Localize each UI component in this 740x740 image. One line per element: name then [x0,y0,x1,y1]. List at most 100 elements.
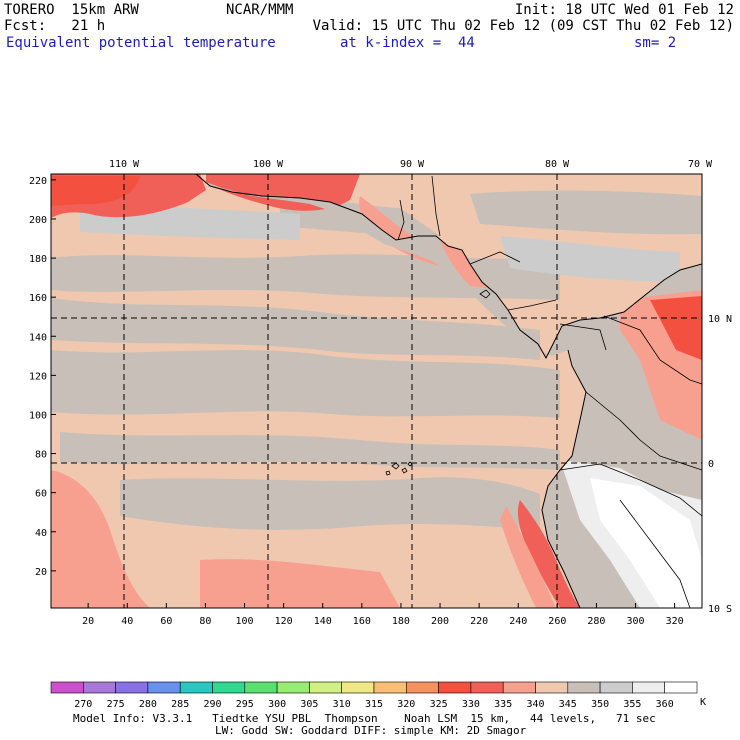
forecast-hour: Fcst: 21 h [4,18,106,34]
lon-label: 80 W [545,159,570,170]
colorbar-label: 355 [623,699,641,710]
colorbar-swatch [438,681,472,694]
model-info-line-2: LW: Godd SW: Goddard DIFF: simple KM: 2D… [215,724,527,737]
colorbar-label: 305 [300,699,318,710]
map-frame [50,173,703,609]
x-tick-label: 60 [160,616,172,627]
smoothing-label: sm= 2 [634,35,677,51]
theta-e-band-4 [60,432,560,470]
colorbar-label: 280 [139,699,157,710]
right-lat-labels: 10 N 0 10 S [708,314,732,615]
left-grid-ticks: 20 40 60 80 100 120 140 160 180 200 220 [29,176,56,578]
country-borders [397,175,702,608]
colorbar-swatch [50,681,84,694]
y-tick-label: 200 [29,215,47,226]
colorbar-label: 335 [494,699,512,710]
lon-label: 100 W [253,159,284,170]
colorbar-swatch [470,681,504,694]
y-tick-label: 100 [29,410,47,421]
colorbar: 270 275 280 285 290 295 300 305 310 315 320 325 330 3… [50,681,698,710]
theta-e-band-3 [51,350,560,418]
colorbar-label: 290 [203,699,221,710]
lake-nicaragua [479,289,491,299]
valid-time: Valid: 15 UTC Thu 02 Feb 12 (09 CST Thu … [312,18,734,34]
x-tick-label: 280 [587,616,605,627]
x-tick-label: 120 [275,616,293,627]
theta-e-band-1 [51,254,560,300]
x-tick-label: 220 [470,616,488,627]
field-name: Equivalent potential temperature [6,35,276,51]
x-tick-label: 300 [627,616,645,627]
colorbar-label: 270 [74,699,92,710]
colorbar-label: 285 [171,699,189,710]
colorbar-unit: K [700,697,706,708]
colorbar-swatch [179,681,213,694]
x-tick-label: 320 [666,616,684,627]
lon-label: 90 W [400,159,425,170]
y-tick-label: 160 [29,293,47,304]
y-tick-label: 120 [29,371,47,382]
colorbar-swatch [567,681,601,694]
colorbar-label: 360 [656,699,674,710]
lon-label: 110 W [109,159,140,170]
x-tick-label: 160 [353,616,371,627]
colorbar-label: 350 [591,699,609,710]
model-title: TORERO 15km ARW [4,2,139,18]
theta-e-hot-nw [51,176,140,206]
colorbar-swatch [632,681,666,694]
x-tick-label: 20 [82,616,94,627]
colorbar-label: 320 [397,699,415,710]
colorbar-swatch [244,681,278,694]
y-tick-label: 220 [29,176,47,187]
colorbar-swatch [212,681,246,694]
lat-label: 0 [708,459,714,470]
colorbar-swatch [599,681,633,694]
y-tick-label: 60 [35,489,47,500]
init-time: Init: 18 UTC Wed 01 Feb 12 [514,2,734,18]
y-tick-label: 20 [35,567,47,578]
x-tick-label: 140 [314,616,332,627]
theta-e-band-7 [470,190,702,235]
galapagos-islands [385,461,413,476]
colorbar-label: 345 [559,699,577,710]
colombia-hot [650,296,702,360]
top-lon-labels: 110 W 100 W 90 W 80 W 70 W [109,159,713,170]
y-tick-label: 80 [35,450,47,461]
theta-e-band-5 [120,477,540,530]
lat-label: 10 S [708,604,732,615]
x-tick-label: 100 [236,616,254,627]
colorbar-label: 330 [462,699,480,710]
andes-coldest [590,478,702,608]
colorbar-swatch [83,681,116,694]
theta-e-warm-peru [517,500,580,608]
colorbar-label: 275 [107,699,125,710]
level-label: at k-index = 44 [340,35,475,51]
x-tick-label: 260 [548,616,566,627]
colorbar-swatch [502,681,536,694]
y-tick-label: 40 [35,528,47,539]
colorbar-swatch [373,681,407,694]
colorbar-label: 325 [430,699,448,710]
lon-label: 70 W [688,159,713,170]
colorbar-swatch [147,681,181,694]
x-tick-label: 40 [121,616,133,627]
x-tick-label: 180 [392,616,410,627]
y-tick-label: 180 [29,254,47,265]
colorbar-swatch [405,681,439,694]
coastline-north [195,174,702,360]
colorbar-swatch [309,681,342,694]
colorbar-label: 295 [236,699,254,710]
x-tick-label: 200 [431,616,449,627]
colorbar-label: 300 [268,699,286,710]
theta-e-band-8 [500,236,680,282]
theta-e-band-2 [51,298,540,360]
colorbar-swatch [115,681,149,694]
theta-e-warm-sw [51,470,150,608]
x-tick-label: 240 [509,616,527,627]
model-info-line-1: Model Info: V3.3.1 Tiedtke YSU PBL Thomp… [73,712,656,725]
colorbar-swatch [535,681,569,694]
y-tick-label: 140 [29,332,47,343]
theta-e-warm-s [200,559,400,608]
colorbar-label: 340 [526,699,544,710]
